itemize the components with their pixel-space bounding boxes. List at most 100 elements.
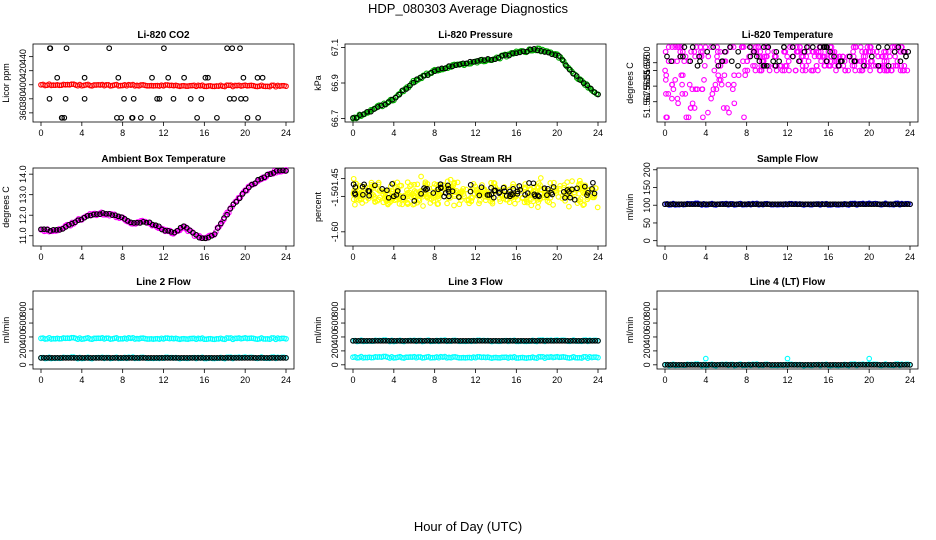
data-point	[418, 337, 425, 344]
data-point	[673, 361, 679, 368]
data-point	[887, 361, 894, 368]
x-tick-label: 4	[703, 375, 708, 385]
y-axis-label: ml/min	[625, 194, 635, 221]
data-point	[907, 201, 913, 208]
data-point	[438, 65, 445, 72]
data-point	[794, 201, 800, 208]
data-point	[685, 114, 692, 121]
data-point	[885, 201, 891, 208]
data-point	[547, 180, 554, 186]
panel-title: Li-820 Pressure	[438, 30, 513, 41]
y-tick-label: 11.0	[18, 227, 28, 244]
panel-3: Ambient Box Temperature degrees C 0 4 8 12 16 2…	[1, 154, 295, 262]
data-point	[570, 337, 577, 344]
data-point	[875, 44, 882, 50]
data-point	[741, 361, 748, 368]
data-point	[813, 361, 820, 368]
y-tick-label: 0	[642, 238, 652, 243]
data-point	[47, 228, 54, 234]
panel-title: Sample Flow	[757, 154, 818, 165]
data-point	[574, 185, 580, 192]
data-point	[709, 91, 716, 97]
x-tick-label: 4	[391, 128, 396, 138]
data-point	[50, 226, 57, 233]
data-point	[548, 337, 555, 344]
y-axis-label: ml/min	[625, 317, 635, 344]
data-point	[438, 337, 444, 344]
data-point	[804, 44, 810, 50]
data-point	[722, 201, 729, 208]
data-point	[482, 337, 488, 344]
data-point	[352, 337, 359, 344]
data-point	[815, 67, 821, 74]
data-point	[184, 355, 190, 361]
data-point	[46, 95, 53, 102]
data-point	[783, 361, 789, 368]
data-point	[730, 44, 737, 50]
x-tick-label: 16	[823, 375, 833, 385]
y-tick-label: 800	[642, 302, 652, 317]
series-points	[350, 46, 601, 121]
data-point	[457, 337, 464, 344]
data-point	[134, 219, 140, 226]
data-point	[211, 355, 218, 361]
data-point	[193, 231, 199, 238]
data-point	[696, 53, 702, 60]
data-point	[788, 201, 795, 208]
x-tick-label: 24	[905, 128, 915, 138]
data-point	[692, 201, 699, 208]
data-point	[71, 355, 77, 361]
data-point	[821, 361, 828, 368]
data-point	[240, 74, 247, 81]
data-point	[237, 45, 243, 52]
data-point	[898, 361, 905, 368]
data-point	[824, 361, 831, 368]
y-tick-label: 100	[642, 198, 652, 213]
data-point	[112, 212, 119, 219]
data-point	[766, 67, 773, 74]
y-tick-label: 0	[642, 362, 652, 367]
x-tick-label: 0	[38, 252, 43, 262]
data-point	[219, 355, 226, 361]
data-point	[876, 201, 883, 208]
y-tick-label: 420	[18, 63, 28, 78]
data-point	[62, 95, 69, 102]
data-point	[385, 194, 392, 201]
data-point	[755, 44, 762, 50]
data-point	[365, 187, 372, 194]
x-tick-label: 20	[552, 128, 562, 138]
data-point	[202, 74, 209, 81]
plot-frame	[32, 167, 295, 247]
x-tick-label: 20	[240, 252, 250, 262]
plot-frame	[344, 43, 607, 123]
data-point	[128, 219, 134, 226]
panel-8: Line 4 (LT) Flow ml/min 0 4 8 12 16 20 24 0 200400…	[625, 277, 919, 385]
data-point	[697, 58, 703, 65]
data-point	[137, 220, 144, 226]
data-point	[728, 361, 734, 368]
x-tick-label: 8	[120, 252, 125, 262]
data-point	[783, 201, 789, 208]
data-point	[850, 48, 856, 55]
data-point	[683, 114, 690, 121]
data-point	[553, 337, 560, 344]
figure-title: HDP_080303 Average Diagnostics	[368, 1, 568, 16]
y-tick-label: 0	[330, 362, 340, 367]
panel-title: Ambient Box Temperature	[101, 154, 226, 165]
data-point	[701, 62, 708, 69]
data-point	[563, 62, 569, 69]
data-point	[112, 355, 119, 361]
data-point	[266, 355, 273, 361]
data-point	[677, 53, 684, 60]
data-point	[518, 337, 524, 344]
data-point	[502, 52, 509, 58]
data-point	[838, 201, 845, 208]
data-point	[845, 67, 852, 74]
data-point	[901, 62, 908, 69]
data-point	[531, 337, 538, 344]
data-point	[852, 361, 858, 368]
data-point	[765, 48, 771, 55]
data-point	[222, 355, 229, 361]
data-point	[177, 224, 184, 231]
data-point	[593, 185, 599, 192]
